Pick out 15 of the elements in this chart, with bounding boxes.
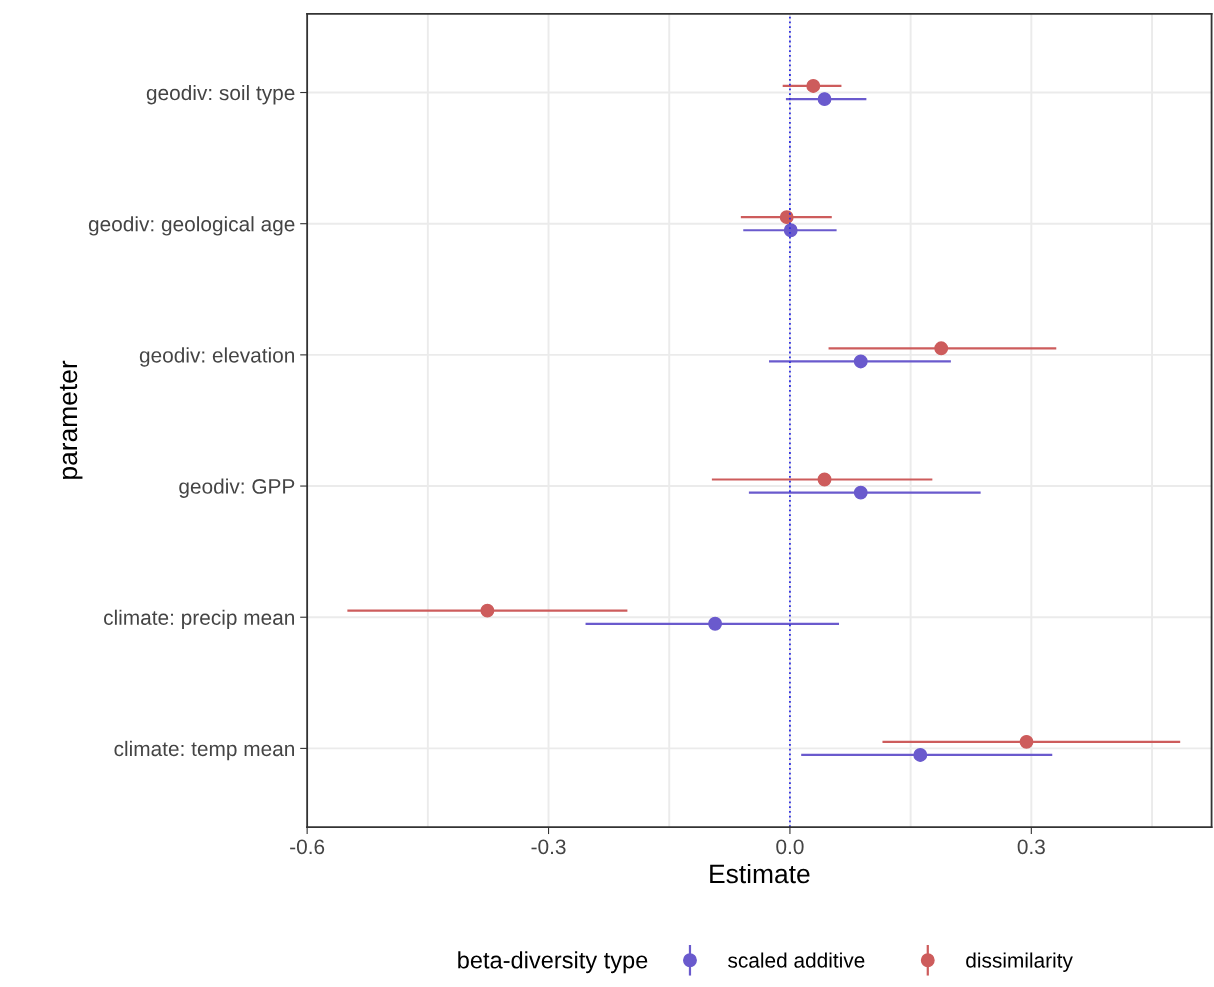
y-tick-label: climate: temp mean xyxy=(114,740,294,761)
y-tick-label: climate: precip mean xyxy=(104,609,294,630)
legend-label: dissimilarity xyxy=(966,952,1073,972)
x-tick-label: 0.3 xyxy=(1017,839,1045,855)
x-axis-title: Estimate xyxy=(710,863,810,884)
y-tick-label: geodiv: soil type xyxy=(146,84,295,105)
x-tick-label: -0.6 xyxy=(290,839,325,855)
legend-title: beta-diversity type xyxy=(458,951,648,974)
x-tick-label: -0.3 xyxy=(531,839,566,855)
x-tick-label: 0.0 xyxy=(776,839,804,855)
legend-label: scaled additive xyxy=(728,952,865,968)
y-tick-label: geodiv: geological age xyxy=(88,216,295,236)
y-tick-label: geodiv: GPP xyxy=(179,478,295,498)
y-axis-title: parameter xyxy=(59,360,83,479)
y-tick-label: geodiv: elevation xyxy=(139,347,294,367)
